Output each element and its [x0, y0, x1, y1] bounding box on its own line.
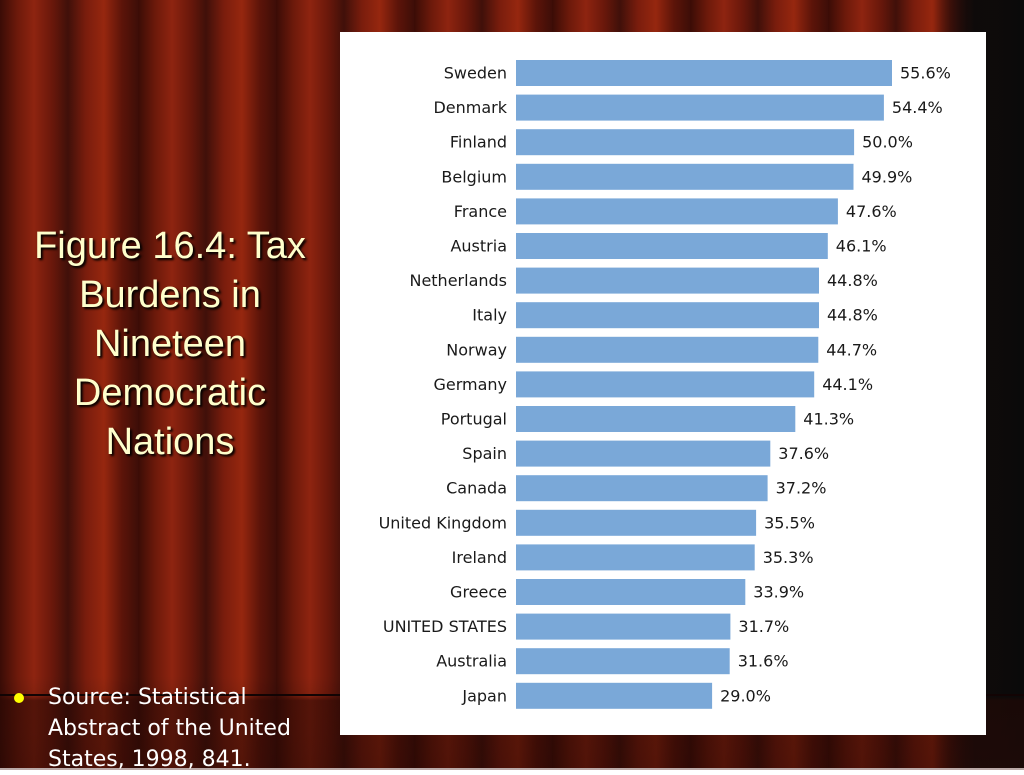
category-label: United Kingdom: [379, 513, 507, 532]
bar: [516, 371, 815, 398]
category-label: Austria: [450, 237, 507, 256]
category-label: Finland: [450, 133, 507, 152]
category-label: Italy: [472, 306, 507, 325]
chart-panel: Sweden 55.6% Denmark 54.4% Finland 50.0% Belgi…: [340, 32, 986, 735]
category-label: Portugal: [441, 410, 507, 429]
value-label: 44.7%: [826, 340, 877, 359]
bar: [516, 302, 819, 329]
slide-title: Figure 16.4: Tax Burdens in Nineteen Dem…: [34, 225, 306, 463]
value-label: 49.9%: [862, 167, 913, 186]
value-label: 47.6%: [846, 202, 897, 221]
bar: [516, 94, 884, 121]
value-label: 44.8%: [827, 306, 878, 325]
bar-chart: Sweden 55.6% Denmark 54.4% Finland 50.0% Belgi…: [379, 60, 951, 709]
value-label: 46.1%: [836, 237, 887, 256]
category-label: Denmark: [433, 98, 507, 117]
category-label: Ireland: [452, 548, 507, 567]
category-label: Spain: [462, 444, 507, 463]
bar: [516, 129, 855, 156]
bar: [516, 648, 730, 675]
category-label: Belgium: [441, 167, 507, 186]
value-label: 31.7%: [738, 617, 789, 636]
category-label: Germany: [433, 375, 507, 394]
value-label: 50.0%: [862, 133, 913, 152]
value-label: 44.1%: [822, 375, 873, 394]
category-label: UNITED STATES: [383, 617, 507, 636]
bar: [516, 198, 838, 225]
bar: [516, 336, 819, 363]
bullet-icon: [14, 693, 24, 703]
value-label: 37.6%: [778, 444, 829, 463]
value-label: 29.0%: [720, 686, 771, 705]
bar: [516, 233, 828, 259]
category-label: Canada: [446, 479, 507, 498]
value-label: 37.2%: [776, 479, 827, 498]
bar: [516, 682, 713, 709]
value-label: 54.4%: [892, 98, 943, 117]
bar: [516, 60, 892, 86]
bar: [516, 544, 755, 571]
category-label: France: [454, 202, 507, 221]
source-text: Source: Statistical Abstract of the Unit…: [48, 685, 291, 772]
category-label: Norway: [446, 340, 507, 359]
bar: [516, 267, 819, 294]
category-label: Greece: [450, 583, 507, 602]
bar: [516, 509, 757, 536]
bar: [516, 613, 731, 640]
category-label: Netherlands: [409, 271, 507, 290]
value-label: 31.6%: [738, 652, 789, 671]
value-label: 35.5%: [764, 513, 815, 532]
value-label: 41.3%: [803, 410, 854, 429]
bar: [516, 163, 854, 190]
bar: [516, 440, 771, 467]
bar: [516, 475, 768, 502]
category-label: Sweden: [444, 64, 507, 83]
category-label: Japan: [461, 686, 507, 705]
bar: [516, 579, 746, 605]
value-label: 33.9%: [753, 583, 804, 602]
value-label: 44.8%: [827, 271, 878, 290]
category-label: Australia: [436, 652, 507, 671]
value-label: 35.3%: [763, 548, 814, 567]
bar: [516, 406, 796, 432]
value-label: 55.6%: [900, 64, 951, 83]
